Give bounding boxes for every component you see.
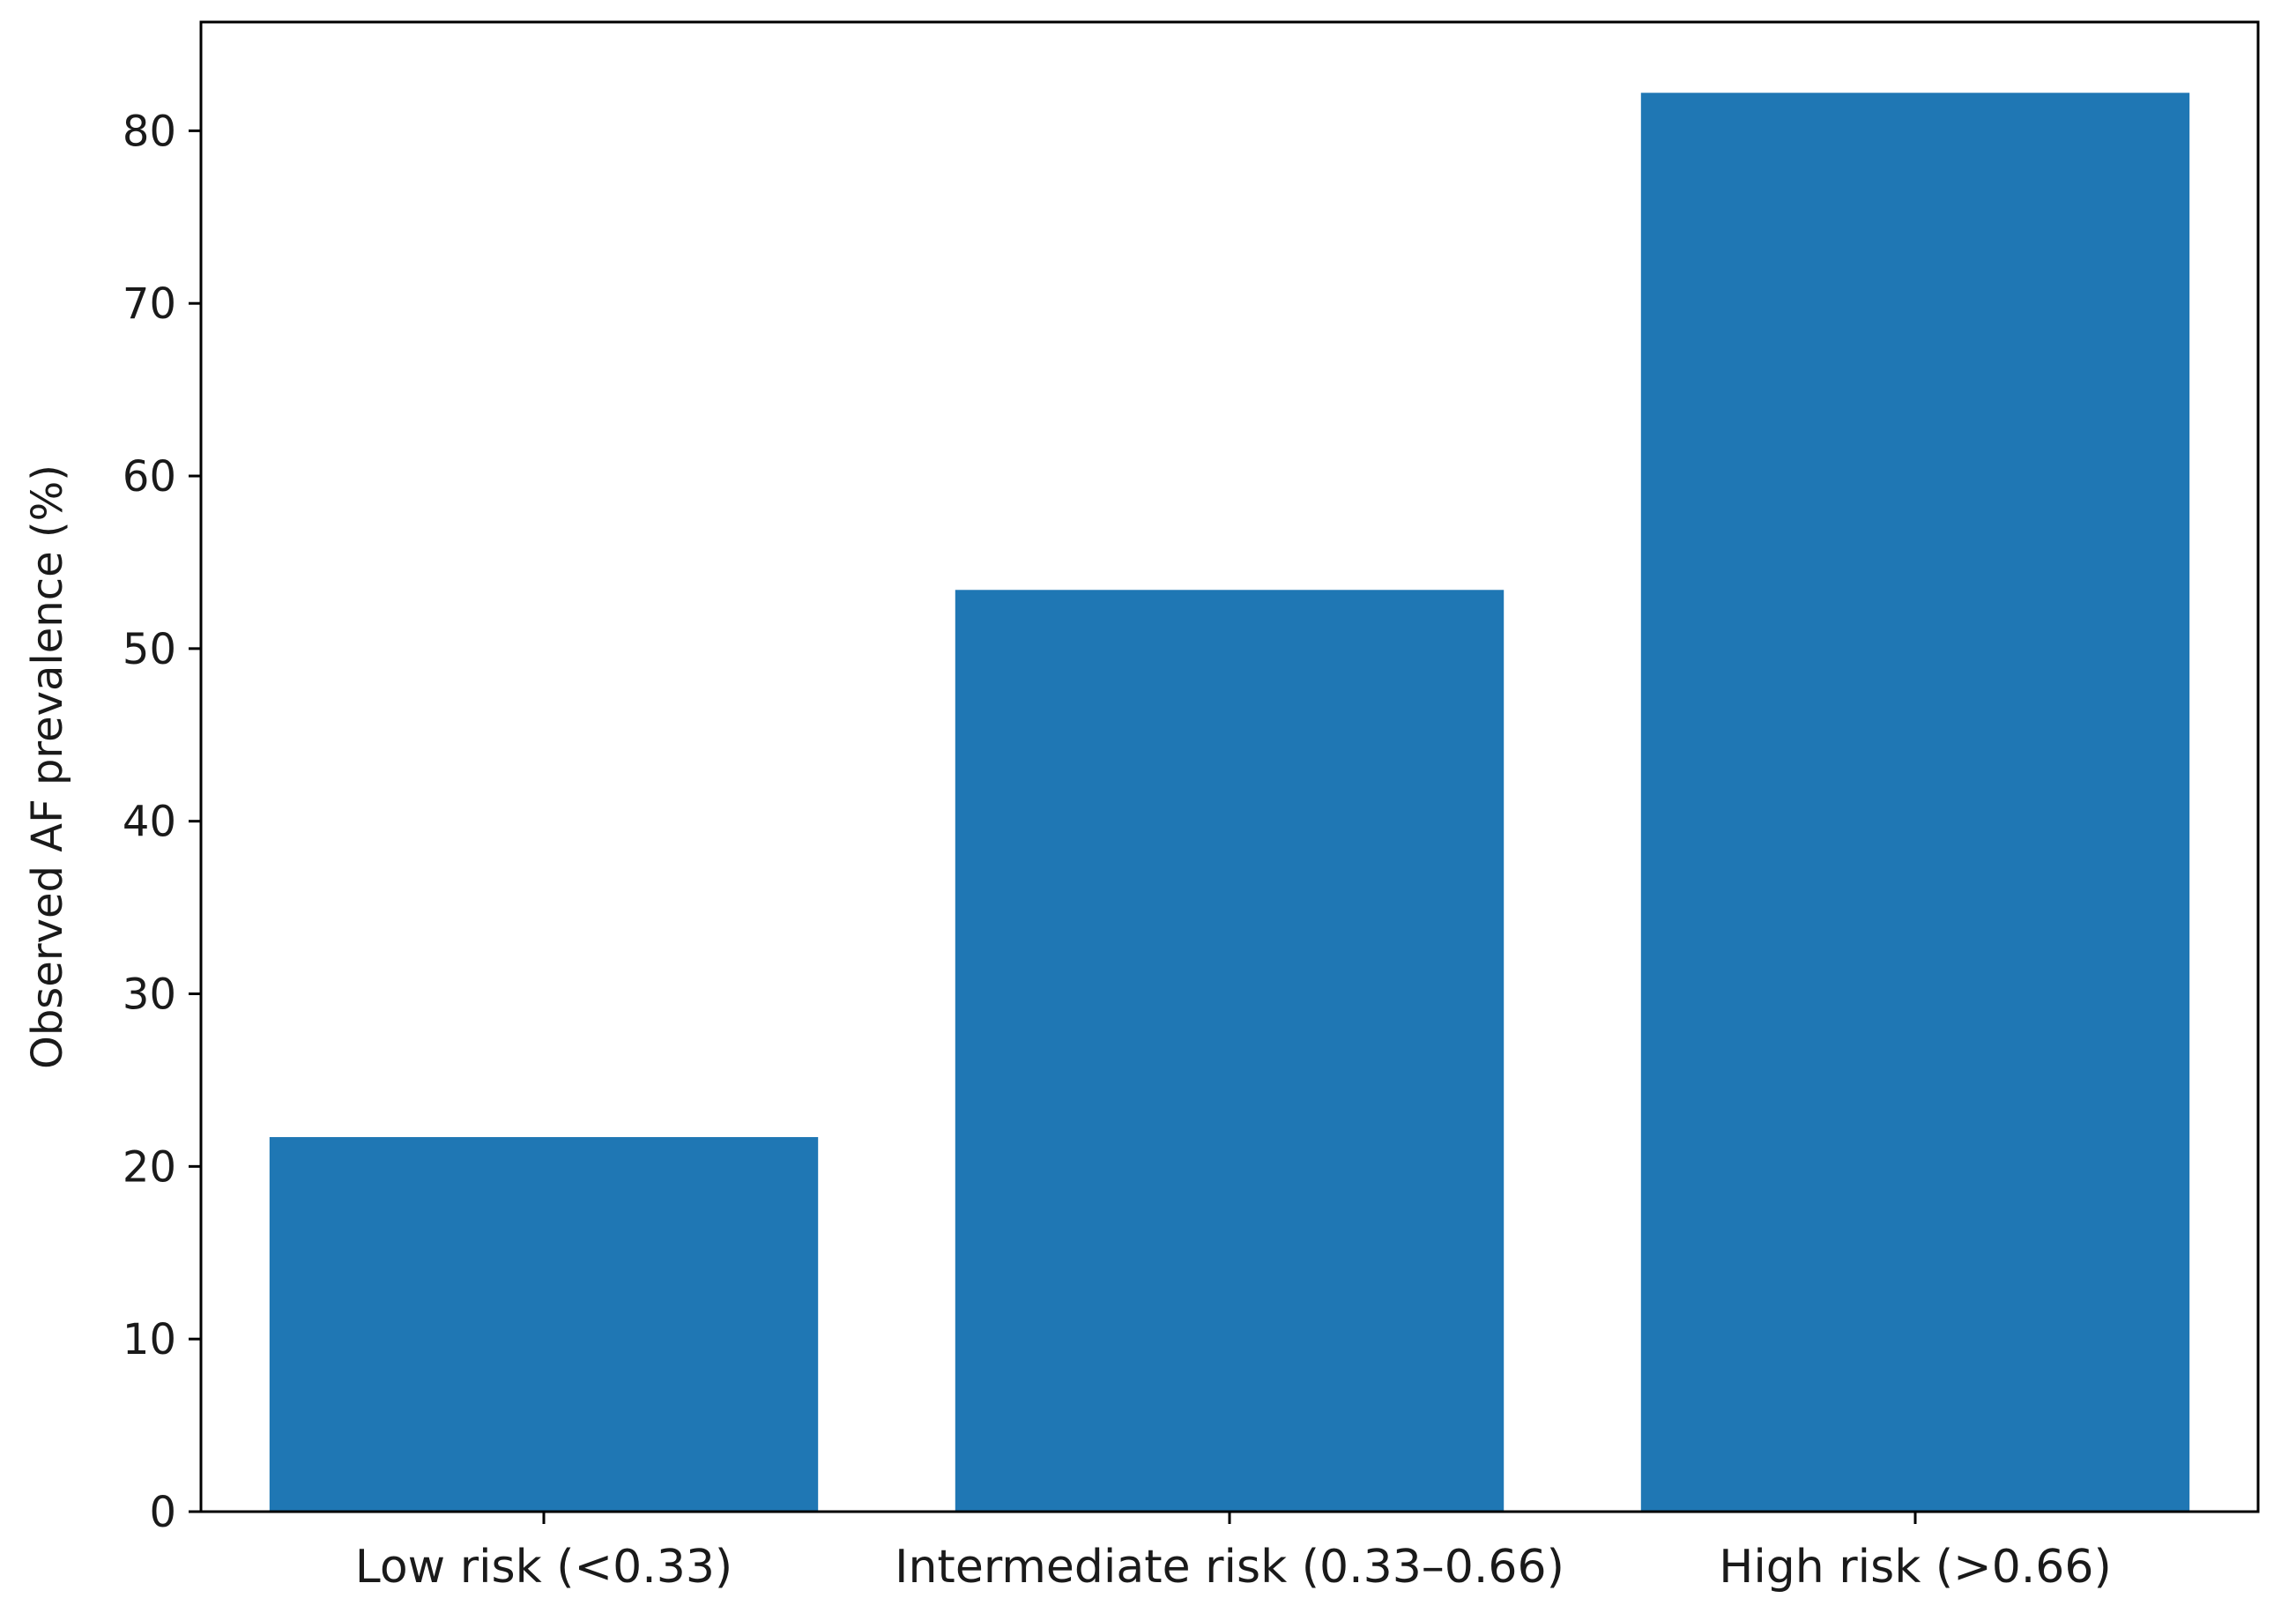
x-axis: Low risk (<0.33) Intermediate risk (0.33–… [355,1512,2112,1594]
y-axis-label: Observed AF prevalence (%) [23,465,72,1069]
y-tick-label: 60 [123,452,176,502]
x-tick-label: Low risk (<0.33) [355,1541,732,1594]
y-tick-label: 40 [123,798,176,847]
y-tick-label: 50 [123,625,176,674]
bar [1640,93,2190,1513]
y-axis: 0 10 20 30 40 50 60 70 80 [123,107,201,1537]
y-tick-label: 30 [123,970,176,1020]
y-tick-label: 70 [123,279,176,329]
bars-group [269,93,2190,1513]
bar [955,590,1505,1512]
y-tick-label: 10 [123,1315,176,1364]
y-tick-label: 0 [149,1488,176,1537]
x-tick-label: High risk (>0.66) [1719,1541,2112,1594]
x-tick-label: Intermediate risk (0.33–0.66) [895,1541,1564,1594]
y-tick-label: 20 [123,1142,176,1192]
y-tick-label: 80 [123,107,176,156]
bar [269,1137,819,1512]
